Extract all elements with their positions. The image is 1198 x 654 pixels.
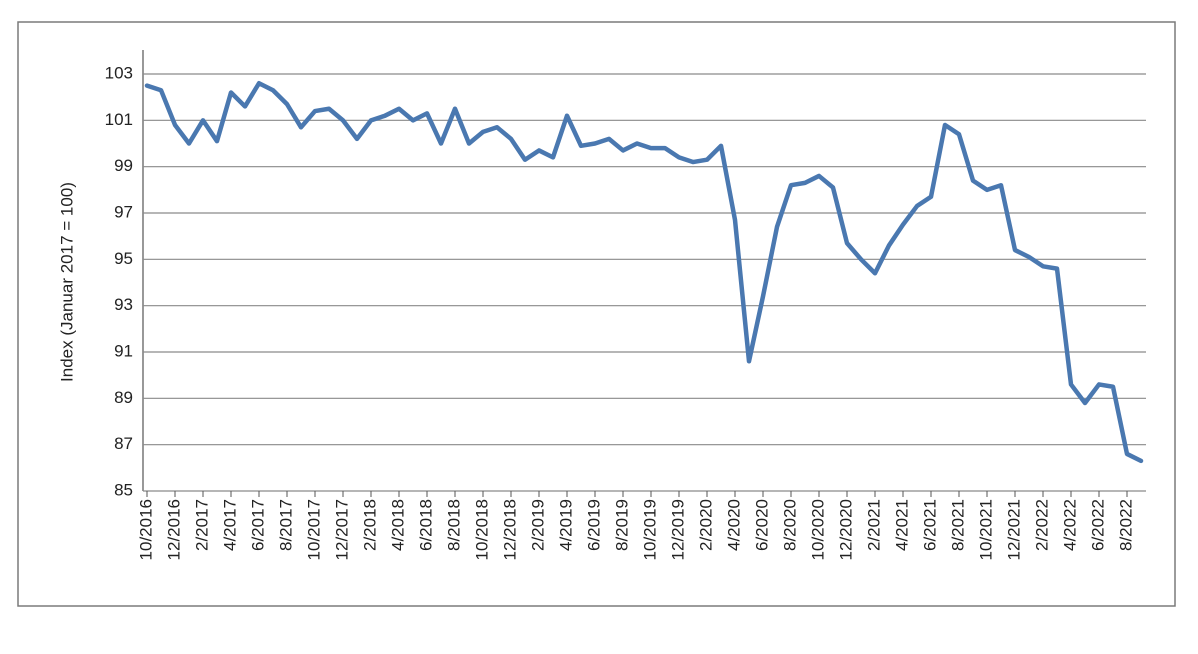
x-tick-label: 8/2017	[276, 499, 295, 551]
x-tick-label: 6/2022	[1088, 499, 1107, 551]
x-tick-label: 4/2018	[388, 499, 407, 551]
x-tick-label: 4/2017	[220, 499, 239, 551]
x-tick-label: 8/2019	[612, 499, 631, 551]
data-line	[144, 81, 1144, 464]
x-tick-label: 4/2021	[892, 499, 911, 551]
y-tick-label: 91	[114, 341, 133, 360]
y-tick-label: 87	[114, 434, 133, 453]
x-tick-label: 12/2019	[668, 499, 687, 560]
x-tick-label: 2/2022	[1032, 499, 1051, 551]
y-tick-label: 93	[114, 295, 133, 314]
x-tick-label: 12/2021	[1004, 499, 1023, 560]
x-tick-label: 6/2021	[920, 499, 939, 551]
y-tick-label: 85	[114, 480, 133, 499]
x-tick-label: 8/2021	[948, 499, 967, 551]
x-tick-label: 2/2017	[192, 499, 211, 551]
x-tick-label: 6/2017	[248, 499, 267, 551]
x-tick-label: 12/2017	[332, 499, 351, 560]
x-tick-label: 6/2019	[584, 499, 603, 551]
x-tick-label: 10/2021	[976, 499, 995, 560]
y-tick-label: 95	[114, 249, 133, 268]
y-tick-label: 99	[114, 156, 133, 175]
x-tick-label: 2/2021	[864, 499, 883, 551]
x-tick-label: 10/2017	[304, 499, 323, 560]
x-tick-label: 12/2016	[164, 499, 183, 560]
x-tick-label: 2/2020	[696, 499, 715, 551]
x-tick-label: 4/2020	[724, 499, 743, 551]
x-tick-label: 2/2019	[528, 499, 547, 551]
y-axis-label: Index (Januar 2017 = 100)	[57, 182, 76, 382]
x-tick-label: 4/2019	[556, 499, 575, 551]
x-tick-label: 10/2019	[640, 499, 659, 560]
x-tick-label: 4/2022	[1060, 499, 1079, 551]
x-tick-label: 8/2022	[1116, 499, 1135, 551]
x-tick-label: 10/2018	[472, 499, 491, 560]
x-tick-label: 2/2018	[360, 499, 379, 551]
x-tick-label: 10/2020	[808, 499, 827, 560]
x-tick-label: 12/2018	[500, 499, 519, 560]
x-tick-label: 8/2018	[444, 499, 463, 551]
x-tick-label: 10/2016	[136, 499, 155, 560]
x-tick-label: 6/2018	[416, 499, 435, 551]
x-tick-label: 12/2020	[836, 499, 855, 560]
y-tick-label: 97	[114, 202, 133, 221]
x-tick-label: 6/2020	[752, 499, 771, 551]
chart-frame	[17, 21, 1176, 607]
y-tick-label: 103	[105, 63, 133, 82]
x-tick-label: 8/2020	[780, 499, 799, 551]
y-tick-label: 89	[114, 388, 133, 407]
y-tick-label: 101	[105, 110, 133, 129]
